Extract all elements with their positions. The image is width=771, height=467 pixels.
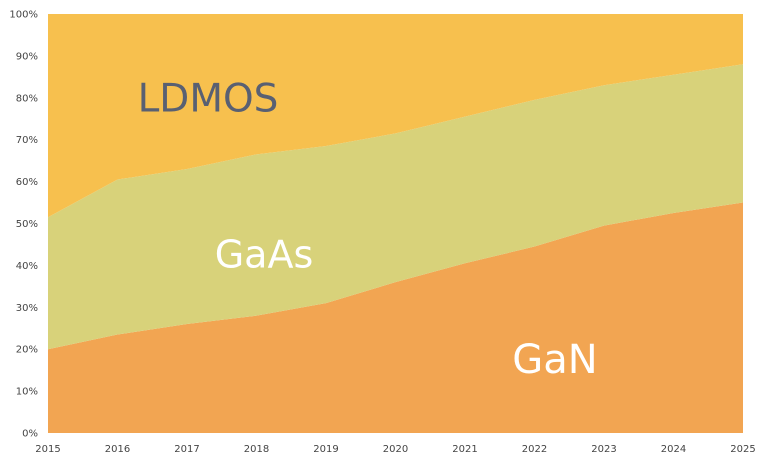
x-tick-label: 2016	[105, 444, 130, 455]
y-tick-label: 0%	[22, 429, 38, 440]
x-tick-label: 2017	[174, 444, 199, 455]
x-axis: 2015 2016 2017 2018 2019 2020 2021 2022 2023 2024…	[35, 444, 755, 455]
area-gaas	[48, 64, 743, 350]
area-ldmos	[48, 14, 743, 218]
x-tick-label: 2020	[383, 444, 408, 455]
y-tick-label: 60%	[16, 177, 38, 188]
y-tick-label: 70%	[16, 135, 38, 146]
y-tick-label: 10%	[16, 387, 38, 398]
x-tick-label: 2023	[591, 444, 616, 455]
series-label-gaas: GaAs	[215, 233, 314, 277]
series-label-layer: GaN GaAs LDMOS	[138, 77, 598, 384]
x-tick-label: 2019	[313, 444, 338, 455]
area-layer	[48, 14, 743, 433]
y-tick-label: 80%	[16, 93, 38, 104]
y-tick-label: 50%	[16, 219, 38, 230]
area-gan	[48, 202, 743, 433]
y-tick-label: 20%	[16, 345, 38, 356]
series-label-gan: GaN	[512, 337, 597, 383]
x-tick-label: 2024	[661, 444, 686, 455]
x-tick-label: 2021	[452, 444, 477, 455]
y-axis: 0% 10% 20% 30% 40% 50% 60% 70% 80% 90% 100%	[9, 10, 38, 440]
y-tick-label: 30%	[16, 303, 38, 314]
x-tick-label: 2018	[244, 444, 269, 455]
y-tick-label: 40%	[16, 261, 38, 272]
x-tick-label: 2025	[730, 444, 755, 455]
y-tick-label: 90%	[16, 51, 38, 62]
y-tick-label: 100%	[9, 10, 38, 21]
x-tick-label: 2015	[35, 444, 60, 455]
x-tick-label: 2022	[522, 444, 547, 455]
series-label-ldmos: LDMOS	[138, 77, 279, 122]
